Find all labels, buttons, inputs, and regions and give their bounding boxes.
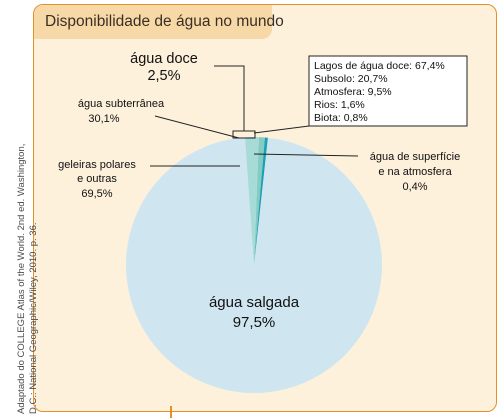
title-tab: Disponibilidade de água no mundo <box>34 5 284 39</box>
fresh-water-value: 2,5% <box>147 68 180 84</box>
fresh-water-label: água doce <box>130 51 198 67</box>
fresh-water-leader <box>214 65 245 131</box>
table-row: Lagos de água doce: 67,4% <box>314 60 445 72</box>
salt-water-label: água salgada <box>209 294 300 311</box>
breakdown-table-box <box>308 55 468 127</box>
source-line-1: Adaptado do COLLEGE Atlas of the World. … <box>16 143 27 414</box>
groundwater-leader <box>154 115 240 139</box>
chart-title: Disponibilidade de água no mundo <box>45 13 284 30</box>
frame-tick-mark <box>170 406 172 418</box>
glaciers-label-line2: e outras <box>77 173 117 185</box>
surface-value: 0,4% <box>402 181 427 193</box>
leader-lines <box>150 65 359 167</box>
salt-water-value: 97,5% <box>233 314 276 331</box>
table-row: Biota: 0,8% <box>314 112 368 124</box>
fresh-water-breakdown-table: Lagos de água doce: 67,4%Subsolo: 20,7%A… <box>308 55 468 127</box>
groundwater-value: 30,1% <box>88 113 119 125</box>
surface-label-line1: água de superfície <box>370 151 461 163</box>
surface-label-line2: e na atmosfera <box>378 166 452 178</box>
source-citation: Adaptado do COLLEGE Atlas of the World. … <box>16 114 40 414</box>
table-row: Atmosfera: 9,5% <box>314 86 392 98</box>
source-line-2: D.C.: National Geographic/Wiley, 2010. p… <box>28 222 39 414</box>
table-row: Rios: 1,6% <box>314 99 365 111</box>
table-leader <box>253 125 310 134</box>
glaciers-value: 69,5% <box>81 188 112 200</box>
surface-leader <box>253 153 359 157</box>
groundwater-slice <box>254 137 265 265</box>
table-row: Subsolo: 20,7% <box>314 73 388 85</box>
glaciers-slice <box>244 137 259 265</box>
groundwater-label: água subterrânea <box>78 98 165 110</box>
salt-water-slice <box>126 137 383 393</box>
surface-water-slice <box>254 137 268 265</box>
pie-slices <box>126 137 383 393</box>
glaciers-label-line1: geleiras polares <box>58 159 136 171</box>
